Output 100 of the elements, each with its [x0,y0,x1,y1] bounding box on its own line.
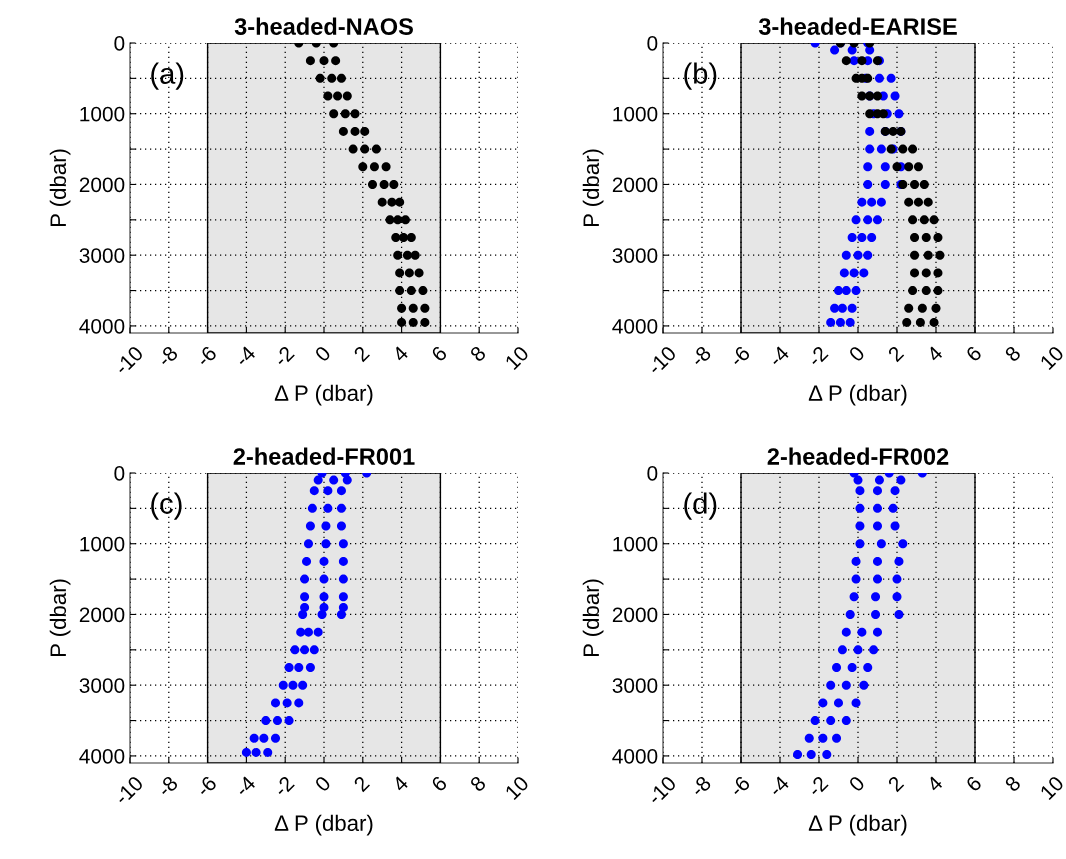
point [360,144,370,154]
point [867,197,877,207]
x-axis-title: Δ P (dbar) [808,814,907,836]
y-tick-label: 0 [647,36,658,51]
x-tick-label: 6 [965,345,983,363]
point [904,303,914,313]
x-tick-label: 2 [887,775,905,793]
y-tick-label: 4000 [79,318,125,334]
point [408,317,418,327]
x-tick-label: -8 [689,345,712,368]
point [395,286,405,296]
y-tick-label: 3000 [79,248,125,263]
x-tick-label: 4 [391,345,410,363]
point [913,162,923,172]
point [259,733,269,743]
point [851,215,861,225]
point [832,663,842,673]
point [892,162,902,172]
y-axis-title: P (dbar) [49,579,71,657]
point [241,747,251,757]
point [886,73,896,83]
point [929,317,939,327]
point [851,698,861,708]
point [402,250,412,260]
point [902,317,912,327]
point [338,574,348,584]
point [832,733,842,743]
x-tick-label: -8 [689,775,712,798]
point [288,680,298,690]
point [360,126,370,136]
point [841,627,851,637]
x-tick-label: -6 [195,775,218,798]
x-tick-label: -4 [767,775,790,798]
point [915,317,925,327]
point [849,268,859,278]
annotation: (d) [684,492,717,520]
point [841,286,851,296]
x-tick-label: 8 [1004,345,1022,363]
x-tick-label: -4 [234,345,257,368]
x-tick-label: 8 [1004,775,1022,793]
point [908,286,918,296]
x-tick-label: -4 [767,345,790,368]
point [933,286,943,296]
x-tick-label: -6 [195,345,218,368]
point [865,126,875,136]
point [303,627,313,637]
y-tick-label: 4000 [612,748,658,764]
point [317,609,327,619]
point [336,73,346,83]
point [845,609,855,619]
point [338,126,348,136]
point [917,303,927,313]
point [350,126,360,136]
y-tick-label: 1000 [80,106,125,122]
point [863,663,873,673]
point [251,747,261,757]
point [890,486,900,496]
point [397,317,407,327]
point [845,317,855,327]
annotation: (b) [684,62,717,90]
point [319,56,329,66]
point [837,645,847,655]
point [261,716,271,726]
point [851,574,861,584]
point [298,680,308,690]
point [898,144,908,154]
point [873,521,882,531]
point [336,486,346,496]
point [913,197,923,207]
y-tick-label: 0 [114,36,125,51]
point [921,268,931,278]
point [863,215,873,225]
point [929,215,939,225]
x-tick-label: 0 [848,345,866,363]
point [329,475,339,485]
x-tick-label: -2 [272,345,295,368]
point [284,716,294,726]
point [282,698,292,708]
point [810,716,820,726]
point [910,233,920,243]
point [300,574,310,584]
point [839,268,849,278]
point [888,126,898,136]
point [400,215,410,225]
point [395,268,405,278]
point [874,73,884,83]
point [873,556,882,566]
point [338,602,348,612]
x-tick-label: 10 [504,345,530,371]
point [271,698,280,708]
point [873,574,882,584]
point [933,268,943,278]
point [826,680,836,690]
x-tick-label: 0 [848,775,866,793]
x-tick-label: 4 [391,775,410,793]
point [368,179,377,189]
point [323,503,333,513]
point [272,716,282,726]
y-tick-label: 1000 [613,106,658,122]
point [908,144,918,154]
